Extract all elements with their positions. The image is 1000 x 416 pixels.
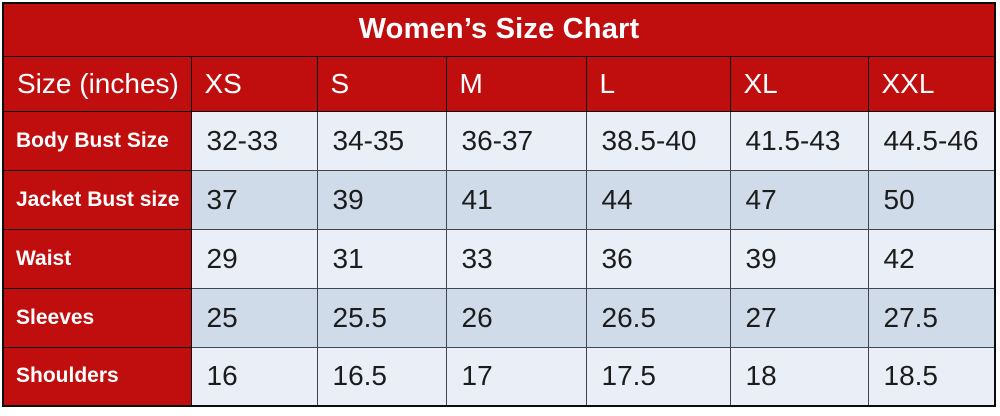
cell-waist-xs: 29 (190, 228, 318, 289)
table-row-sleeves: Sleeves 25 25.5 26 26.5 27 27.5 (2, 287, 996, 348)
cell-body-bust-l: 38.5-40 (585, 110, 731, 171)
cell-waist-xl: 39 (729, 228, 869, 289)
cell-shoulders-xl: 18 (729, 346, 869, 407)
row-label-sleeves: Sleeves (2, 287, 192, 348)
row-label-jacket-bust: Jacket Bust size (2, 169, 192, 230)
header-xxl: XXL (867, 55, 996, 112)
cell-body-bust-xl: 41.5-43 (729, 110, 869, 171)
cell-sleeves-s: 25.5 (316, 287, 447, 348)
table-title-row: Women’s Size Chart (2, 2, 996, 57)
table-row-waist: Waist 29 31 33 36 39 42 (2, 228, 996, 289)
cell-body-bust-xs: 32-33 (190, 110, 318, 171)
chart-title: Women’s Size Chart (2, 2, 996, 57)
cell-jacket-bust-l: 44 (585, 169, 731, 230)
cell-waist-m: 33 (445, 228, 587, 289)
cell-shoulders-xxl: 18.5 (867, 346, 996, 407)
table-row-body-bust: Body Bust Size 32-33 34-35 36-37 38.5-40… (2, 110, 996, 171)
cell-waist-s: 31 (316, 228, 447, 289)
cell-body-bust-xxl: 44.5-46 (867, 110, 996, 171)
header-xl: XL (729, 55, 869, 112)
cell-jacket-bust-xs: 37 (190, 169, 318, 230)
header-xs: XS (190, 55, 318, 112)
cell-jacket-bust-m: 41 (445, 169, 587, 230)
cell-shoulders-l: 17.5 (585, 346, 731, 407)
row-label-waist: Waist (2, 228, 192, 289)
header-s: S (316, 55, 447, 112)
table-header-row: Size (inches) XS S M L XL XXL (2, 55, 996, 112)
cell-waist-l: 36 (585, 228, 731, 289)
cell-shoulders-s: 16.5 (316, 346, 447, 407)
cell-sleeves-xl: 27 (729, 287, 869, 348)
row-label-body-bust: Body Bust Size (2, 110, 192, 171)
cell-sleeves-xs: 25 (190, 287, 318, 348)
cell-sleeves-l: 26.5 (585, 287, 731, 348)
cell-body-bust-m: 36-37 (445, 110, 587, 171)
cell-jacket-bust-xxl: 50 (867, 169, 996, 230)
cell-body-bust-s: 34-35 (316, 110, 447, 171)
row-label-shoulders: Shoulders (2, 346, 192, 407)
cell-shoulders-m: 17 (445, 346, 587, 407)
header-m: M (445, 55, 587, 112)
header-size-inches: Size (inches) (2, 55, 192, 112)
table-row-shoulders: Shoulders 16 16.5 17 17.5 18 18.5 (2, 346, 996, 407)
cell-shoulders-xs: 16 (190, 346, 318, 407)
cell-waist-xxl: 42 (867, 228, 996, 289)
cell-jacket-bust-xl: 47 (729, 169, 869, 230)
womens-size-chart-table: Women’s Size Chart Size (inches) XS S M … (2, 2, 997, 407)
table-row-jacket-bust: Jacket Bust size 37 39 41 44 47 50 (2, 169, 996, 230)
cell-sleeves-xxl: 27.5 (867, 287, 996, 348)
header-l: L (585, 55, 731, 112)
cell-sleeves-m: 26 (445, 287, 587, 348)
cell-jacket-bust-s: 39 (316, 169, 447, 230)
